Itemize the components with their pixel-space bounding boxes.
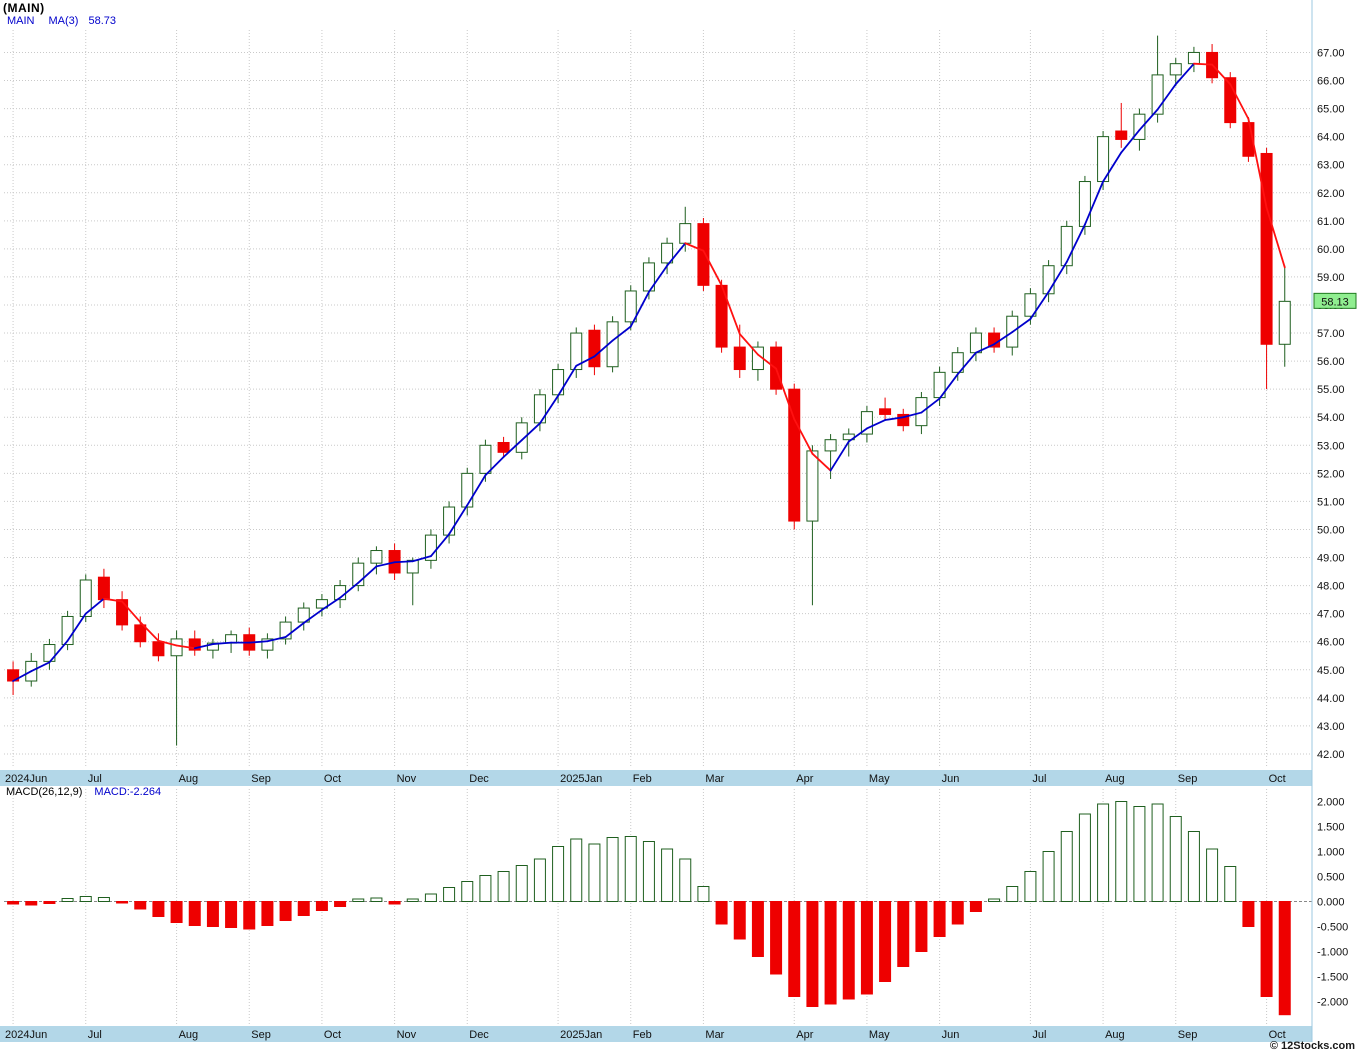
price-axis-label: 45.00	[1317, 665, 1345, 677]
macd-grid: 2.000 1.500 1.000 0.500 0.000 -0.500 -1.000 -1.…	[4, 797, 1348, 1009]
price-axis-label: 64.00	[1317, 132, 1345, 144]
month-label: Aug	[179, 773, 199, 785]
price-axis-label: 51.00	[1317, 496, 1345, 508]
price-axis-label: 48.00	[1317, 581, 1345, 593]
month-label: Oct	[324, 773, 341, 785]
month-label: Dec	[469, 773, 489, 785]
month-label: Oct	[324, 1029, 341, 1041]
price-grid: 67.00 66.00 65.00 64.00 63.00 62.00 61.00 60.00…	[4, 47, 1345, 761]
month-label: Sep	[1178, 773, 1198, 785]
price-axis-label: 44.00	[1317, 693, 1345, 705]
price-axis-label: 65.00	[1317, 104, 1345, 116]
month-label: Feb	[633, 1029, 652, 1041]
price-axis-label: 62.00	[1317, 188, 1345, 200]
month-label: Jul	[1032, 1029, 1046, 1041]
month-label: Oct	[1269, 773, 1286, 785]
month-label: 2024Jun	[5, 1029, 47, 1041]
month-label: Sep	[251, 773, 271, 785]
month-label: Feb	[633, 773, 652, 785]
month-label: Nov	[397, 1029, 417, 1041]
month-label: Nov	[397, 773, 417, 785]
ma-line	[12, 62, 1286, 682]
price-axis-label: 53.00	[1317, 440, 1345, 452]
price-axis-label: 47.00	[1317, 609, 1345, 621]
month-label: Jun	[942, 773, 960, 785]
month-label: Aug	[1105, 1029, 1125, 1041]
legend-ma-label: MA(3)	[48, 15, 79, 27]
price-axis-label: 63.00	[1317, 160, 1345, 172]
macd-axis-label: 1.500	[1317, 822, 1345, 834]
chart-legend: MAIN MA(3) 58.73	[7, 15, 116, 27]
month-label: Apr	[796, 1029, 813, 1041]
month-label: 2025Jan	[560, 1029, 602, 1041]
macd-label: MACD(26,12,9)	[6, 786, 83, 798]
month-label: Jul	[88, 1029, 102, 1041]
price-axis-label: 59.00	[1317, 272, 1345, 284]
copyright-text: © 12Stocks.com	[1269, 1040, 1355, 1052]
month-label: Jul	[88, 773, 102, 785]
price-axis-label: 57.00	[1317, 328, 1345, 340]
last-price-label: 58.13	[1321, 296, 1349, 308]
price-axis-label: 43.00	[1317, 721, 1345, 733]
month-label: Apr	[796, 773, 813, 785]
macd-axis-label: 0.000	[1317, 897, 1345, 909]
month-label: 2024Jun	[5, 773, 47, 785]
price-axis-label: 49.00	[1317, 553, 1345, 565]
legend-symbol: MAIN	[7, 15, 35, 27]
price-axis-label: 42.00	[1317, 749, 1345, 761]
month-label: Jul	[1032, 773, 1046, 785]
month-label: Aug	[1105, 773, 1125, 785]
month-label: Jun	[942, 1029, 960, 1041]
macd-header: MACD(26,12,9) MACD:-2.264	[6, 786, 161, 798]
month-label: Sep	[251, 1029, 271, 1041]
price-axis-label: 60.00	[1317, 244, 1345, 256]
macd-axis-label: 0.500	[1317, 872, 1345, 884]
last-price-tag: 58.13	[1313, 292, 1357, 309]
month-label: Sep	[1178, 1029, 1198, 1041]
macd-bars	[7, 801, 1291, 1016]
price-axis-label: 66.00	[1317, 76, 1345, 88]
price-axis-label: 67.00	[1317, 47, 1345, 59]
month-label: May	[869, 1029, 890, 1041]
chart-title: (MAIN)	[3, 1, 45, 15]
candles	[7, 35, 1291, 746]
macd-axis-label: 1.000	[1317, 847, 1345, 859]
macd-value: MACD:-2.264	[94, 786, 162, 798]
macd-axis-label: -2.000	[1317, 997, 1348, 1009]
month-label: Mar	[705, 773, 724, 785]
legend-ma-value: 58.73	[88, 15, 116, 27]
price-axis-label: 56.00	[1317, 356, 1345, 368]
time-axis: 2024Jun 2024Jun Jul Jul Aug Aug Sep Sep Oct Oct No…	[0, 0, 1313, 1042]
macd-axis-label: -0.500	[1317, 922, 1348, 934]
price-axis-label: 46.00	[1317, 637, 1345, 649]
macd-axis-label: -1.500	[1317, 972, 1348, 984]
price-axis-label: 61.00	[1317, 216, 1345, 228]
macd-axis-label: -1.000	[1317, 947, 1348, 959]
price-axis-label: 52.00	[1317, 468, 1345, 480]
month-label: Aug	[179, 1029, 199, 1041]
month-label: Dec	[469, 1029, 489, 1041]
month-label: May	[869, 773, 890, 785]
month-label: Oct	[1269, 1029, 1286, 1041]
month-label: 2025Jan	[560, 773, 602, 785]
price-axis-label: 55.00	[1317, 384, 1345, 396]
price-axis-label: 54.00	[1317, 412, 1345, 424]
price-axis-label: 50.00	[1317, 524, 1345, 536]
month-label: Mar	[705, 1029, 724, 1041]
macd-axis-label: 2.000	[1317, 797, 1345, 809]
